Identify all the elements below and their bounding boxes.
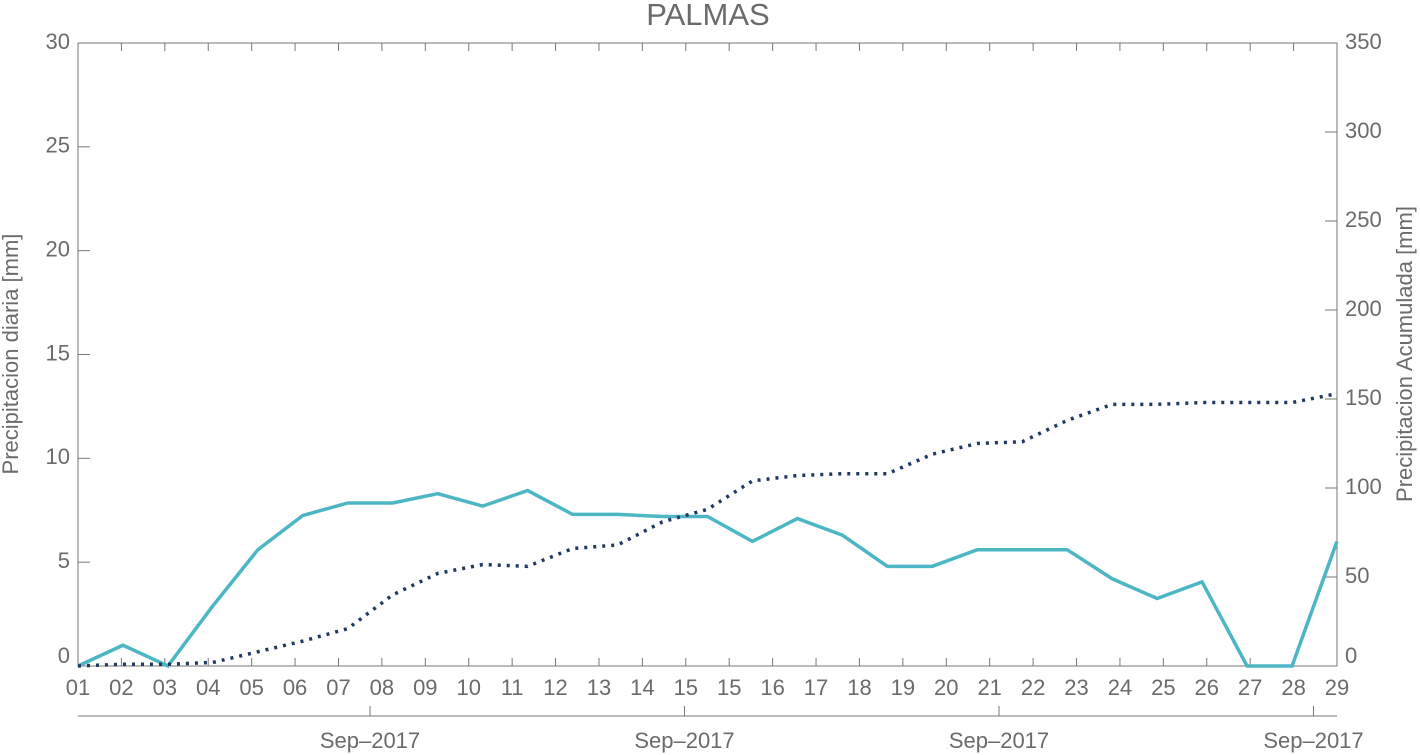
y-axis-label: Precipitacion diaria [mm] (0, 234, 23, 475)
x-tick-label: 11 (501, 675, 524, 700)
x-tick-label: 24 (1108, 675, 1132, 700)
x-tick-label: 15 (674, 675, 698, 700)
date-label: Sep–2017 (949, 728, 1049, 753)
x-tick-label: 12 (543, 675, 567, 700)
y2-tick-label: 200 (1345, 296, 1382, 321)
x-tick-label: 17 (804, 675, 828, 700)
data-line (77, 488, 1339, 669)
x-tick-label: 09 (413, 675, 437, 700)
x-tick-label: 29 (1325, 675, 1349, 700)
x-tick-label: 02 (109, 675, 133, 700)
y-tick-label: 25 (46, 133, 70, 158)
y-tick-label: 30 (46, 29, 70, 54)
x-tick-label: 01 (66, 675, 90, 700)
date-label: Sep–2017 (320, 728, 420, 753)
x-tick-label: 07 (326, 675, 350, 700)
y2-tick-label: 50 (1345, 563, 1369, 588)
y2-tick-label: 0 (1345, 643, 1357, 668)
y2-tick-label: 300 (1345, 118, 1382, 143)
y-tick-label: 0 (58, 643, 70, 668)
y2-tick-label: 350 (1345, 29, 1382, 54)
x-tick-label: 04 (196, 675, 220, 700)
x-tick-label: 03 (153, 675, 177, 700)
x-tick-label: 05 (239, 675, 263, 700)
y2-tick-label: 100 (1345, 474, 1382, 499)
x-tick-label: 14 (630, 675, 654, 700)
x-tick-label: 23 (1064, 675, 1088, 700)
plot-frame (77, 42, 1338, 667)
y-tick-label: 5 (58, 548, 70, 573)
y-tick-label: 20 (46, 236, 70, 261)
x-tick-label: 28 (1281, 675, 1305, 700)
x-tick-label: 15 (717, 675, 741, 700)
date-label: Sep–2017 (1263, 728, 1363, 753)
x-tick-label: 21 (977, 675, 1001, 700)
x-tick-label: 06 (283, 675, 307, 700)
data-line (77, 391, 1338, 668)
y-tick-label: 10 (46, 444, 70, 469)
y2-tick-label: 150 (1345, 385, 1382, 410)
x-tick-label: 19 (891, 675, 915, 700)
x-tick-label: 25 (1151, 675, 1175, 700)
x-tick-label: 08 (370, 675, 394, 700)
y-tick-label: 15 (46, 340, 70, 365)
x-tick-label: 20 (934, 675, 958, 700)
x-tick-label: 16 (760, 675, 784, 700)
x-tick-label: 10 (456, 675, 480, 700)
x-tick-label: 13 (587, 675, 611, 700)
x-tick-label: 18 (847, 675, 871, 700)
y2-axis-label: Precipitacion Acumulada [mm] (1392, 206, 1417, 502)
x-tick-label: 22 (1021, 675, 1045, 700)
date-label: Sep–2017 (634, 728, 734, 753)
x-tick-label: 27 (1238, 675, 1262, 700)
y2-tick-label: 250 (1345, 207, 1382, 232)
chart-title: PALMAS (646, 0, 769, 32)
x-tick-label: 26 (1195, 675, 1219, 700)
